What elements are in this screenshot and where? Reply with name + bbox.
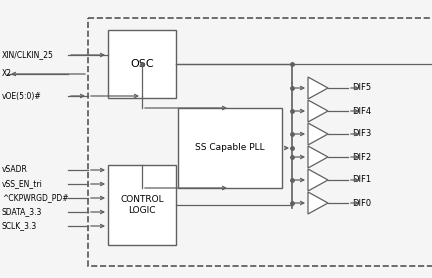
Text: DIF3: DIF3 [352, 130, 371, 138]
Text: DIF5: DIF5 [352, 83, 371, 93]
Text: SDATA_3.3: SDATA_3.3 [2, 207, 42, 217]
Polygon shape [308, 100, 328, 122]
Polygon shape [308, 77, 328, 99]
Text: X2: X2 [2, 70, 12, 78]
Text: DIF4: DIF4 [352, 106, 371, 115]
Text: SS Capable PLL: SS Capable PLL [195, 143, 265, 153]
Bar [108, 165, 176, 245]
Text: DIF0: DIF0 [352, 198, 371, 207]
Bar [178, 108, 282, 188]
Polygon shape [308, 123, 328, 145]
Polygon shape [308, 146, 328, 168]
Text: vSS_EN_tri: vSS_EN_tri [2, 180, 43, 188]
Text: SCLK_3.3: SCLK_3.3 [2, 222, 37, 230]
Polygon shape [308, 169, 328, 191]
Text: CONTROL
LOGIC: CONTROL LOGIC [120, 195, 164, 215]
Text: ^CKPWRGD_PD#: ^CKPWRGD_PD# [2, 193, 69, 202]
Polygon shape [308, 192, 328, 214]
Text: XIN/CLKIN_25: XIN/CLKIN_25 [2, 51, 54, 59]
Bar [108, 30, 176, 98]
Text: vSADR: vSADR [2, 165, 28, 175]
Bar [88, 18, 432, 266]
Text: DIF2: DIF2 [352, 153, 371, 162]
Text: vOE(5:0)#: vOE(5:0)# [2, 91, 42, 101]
Text: OSC: OSC [130, 59, 154, 69]
Text: DIF1: DIF1 [352, 175, 371, 185]
